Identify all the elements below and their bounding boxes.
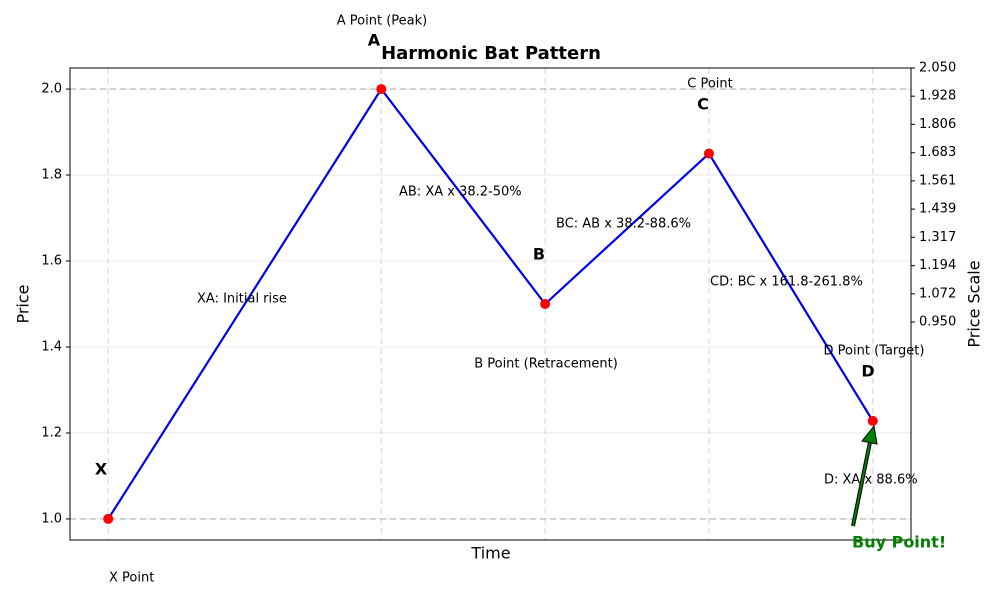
y-tick-label: 1.2 [41, 425, 62, 440]
point-letter: D [861, 362, 874, 381]
point-label: B Point (Retracement) [474, 357, 618, 372]
point-letter: A [368, 31, 381, 50]
point-marker [703, 148, 714, 159]
point-label: C Point [687, 77, 733, 92]
y2-tick-label: 1.072 [919, 286, 956, 301]
y2-tick-label: 1.194 [919, 258, 956, 273]
point-marker [376, 84, 387, 95]
point-label: A Point (Peak) [337, 14, 427, 29]
leg-label: AB: XA x 38.2-50% [399, 185, 522, 200]
y2-tick-label: 1.439 [919, 202, 956, 217]
buy-arrow-head [861, 424, 878, 445]
buy-label: Buy Point! [852, 533, 946, 552]
y-tick-label: 1.6 [41, 254, 62, 269]
plot-frame [69, 67, 912, 541]
leg-label: BC: AB x 38.2-88.6% [556, 217, 691, 232]
point-marker [103, 513, 114, 524]
point-letter: C [697, 95, 709, 114]
leg-label: XA: Initial rise [197, 292, 287, 307]
chart-title: Harmonic Bat Pattern [381, 43, 601, 64]
y-tick-label: 1.0 [41, 511, 62, 526]
y-axis-label: Price [14, 284, 33, 323]
point-label: X Point [109, 571, 154, 586]
point-marker [540, 299, 551, 309]
y-tick-label: 1.4 [41, 339, 62, 354]
leg-label: D: XA x 88.6% [824, 473, 918, 488]
point-letter: X [95, 460, 108, 479]
y2-tick-label: 1.806 [919, 117, 956, 132]
y2-axis-label: Price Scale [965, 260, 984, 347]
point-letter: B [533, 245, 545, 264]
y-tick-label: 1.8 [41, 168, 62, 183]
y2-tick-label: 2.050 [919, 61, 956, 76]
point-label: D Point (Target) [824, 344, 925, 359]
y2-tick-label: 1.317 [919, 230, 956, 245]
leg-label: CD: BC x 161.8-261.8% [710, 275, 863, 290]
y2-tick-label: 0.950 [919, 315, 956, 330]
y2-tick-label: 1.683 [919, 145, 956, 160]
y2-tick-label: 1.928 [919, 89, 956, 104]
point-marker [867, 415, 878, 426]
x-axis-label: Time [470, 544, 510, 563]
buy-arrow-shaft-fill [852, 441, 871, 527]
y-tick-label: 2.0 [41, 82, 62, 97]
y2-tick-label: 1.561 [919, 173, 956, 188]
